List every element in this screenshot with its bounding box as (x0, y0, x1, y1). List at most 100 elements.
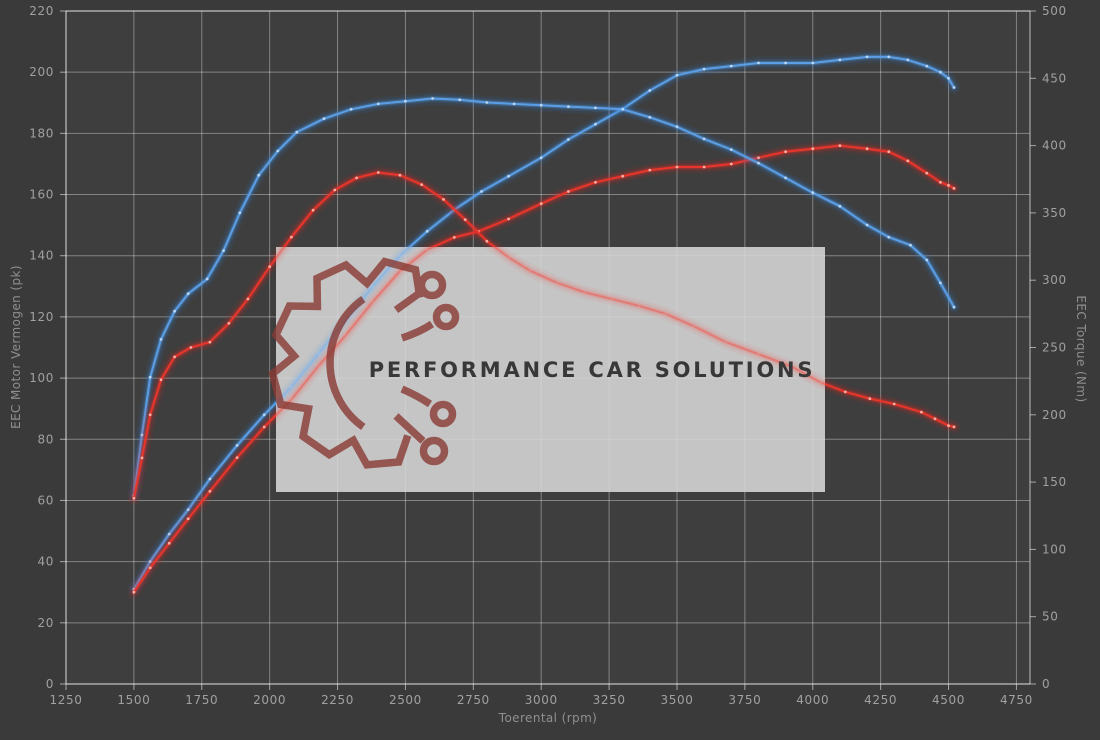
y-right-tick-label: 500 (1042, 4, 1067, 18)
data-point (208, 340, 212, 344)
data-point (729, 162, 733, 166)
data-point (843, 390, 847, 394)
circuit-trace (393, 413, 426, 444)
x-tick-label: 2750 (457, 693, 490, 707)
x-tick-label: 3000 (525, 693, 558, 707)
y-right-tick-label: 150 (1042, 475, 1067, 489)
data-point (868, 397, 872, 400)
x-axis-title: Toerental (rpm) (498, 711, 597, 725)
data-point (621, 107, 625, 111)
y-right-tick-label: 100 (1042, 542, 1067, 556)
data-point (594, 180, 597, 184)
data-point (485, 239, 489, 243)
data-point (811, 61, 815, 65)
circuit-pad (432, 303, 460, 331)
axis-layer: Toerental (rpm) EEC Motor Vermogen (pk) … (9, 265, 1088, 725)
data-point (939, 180, 942, 184)
data-point (648, 89, 652, 92)
data-point (186, 292, 190, 296)
data-point (295, 130, 299, 134)
data-point (675, 125, 679, 129)
y-left-tick-label: 120 (29, 310, 54, 324)
data-point (148, 566, 152, 570)
circuit-trace (400, 320, 435, 342)
y-axis-left-title: EEC Motor Vermogen (pk) (9, 265, 23, 429)
x-tick-label: 4250 (864, 693, 897, 707)
data-point (376, 102, 380, 106)
data-point (355, 176, 358, 180)
x-tick-label: 3250 (593, 693, 626, 707)
data-point (539, 156, 543, 160)
data-point (784, 61, 787, 65)
data-point (507, 174, 510, 178)
data-point (838, 144, 842, 148)
y-left-tick-label: 100 (29, 371, 54, 385)
y-left-tick-label: 20 (38, 616, 54, 630)
data-point (925, 171, 929, 175)
series-torque-blue-curve (132, 97, 955, 497)
data-point (173, 355, 177, 359)
data-point (398, 173, 402, 177)
data-point (838, 58, 842, 62)
data-point (205, 277, 209, 281)
data-point (947, 76, 950, 80)
y-left-tick-label: 140 (29, 249, 54, 263)
data-point (784, 176, 787, 180)
x-tick-label: 2500 (389, 693, 422, 707)
data-point (952, 425, 956, 429)
data-point (539, 202, 543, 206)
y-right-tick-label: 50 (1042, 610, 1058, 624)
x-tick-label: 3750 (728, 693, 761, 707)
data-point (675, 165, 679, 169)
data-point (675, 73, 679, 77)
data-point (276, 149, 280, 153)
data-point (567, 190, 570, 193)
data-point (838, 204, 842, 208)
data-point (132, 496, 136, 500)
data-point (702, 137, 706, 141)
data-point (757, 156, 760, 160)
data-point (512, 102, 516, 106)
data-point (140, 433, 144, 437)
x-tick-label: 1250 (50, 693, 83, 707)
data-point (159, 338, 163, 341)
data-point (920, 410, 923, 414)
data-point (947, 424, 950, 427)
y-left-tick-label: 40 (38, 555, 54, 569)
y-right-tick-label: 450 (1042, 71, 1067, 85)
data-point (425, 229, 429, 233)
data-point (933, 417, 937, 421)
x-tick-label: 1500 (117, 693, 150, 707)
data-point (167, 532, 171, 536)
data-point (442, 198, 445, 201)
data-point (262, 425, 266, 429)
circuit-pad (419, 436, 449, 466)
data-point (729, 148, 733, 152)
data-point (376, 171, 380, 174)
data-point (887, 55, 891, 59)
data-point (431, 97, 434, 100)
x-tick-label: 3500 (661, 693, 694, 707)
data-point (140, 456, 144, 460)
data-point (159, 378, 163, 382)
x-tick-label: 4750 (1000, 693, 1033, 707)
data-point (507, 217, 510, 221)
data-point (757, 161, 760, 165)
circuit-pad (429, 400, 457, 428)
data-point (621, 174, 625, 178)
x-tick-label: 4000 (796, 693, 829, 707)
data-point (702, 165, 706, 169)
data-point (865, 55, 869, 59)
data-point (268, 265, 272, 269)
y-left-tick-label: 80 (38, 432, 54, 446)
data-point (567, 105, 570, 108)
data-point (925, 64, 929, 68)
y-right-tick-label: 300 (1042, 273, 1067, 287)
data-point (594, 122, 597, 126)
data-point (939, 281, 942, 285)
data-point (909, 243, 912, 247)
data-point (246, 297, 250, 301)
x-tick-label: 2250 (321, 693, 354, 707)
